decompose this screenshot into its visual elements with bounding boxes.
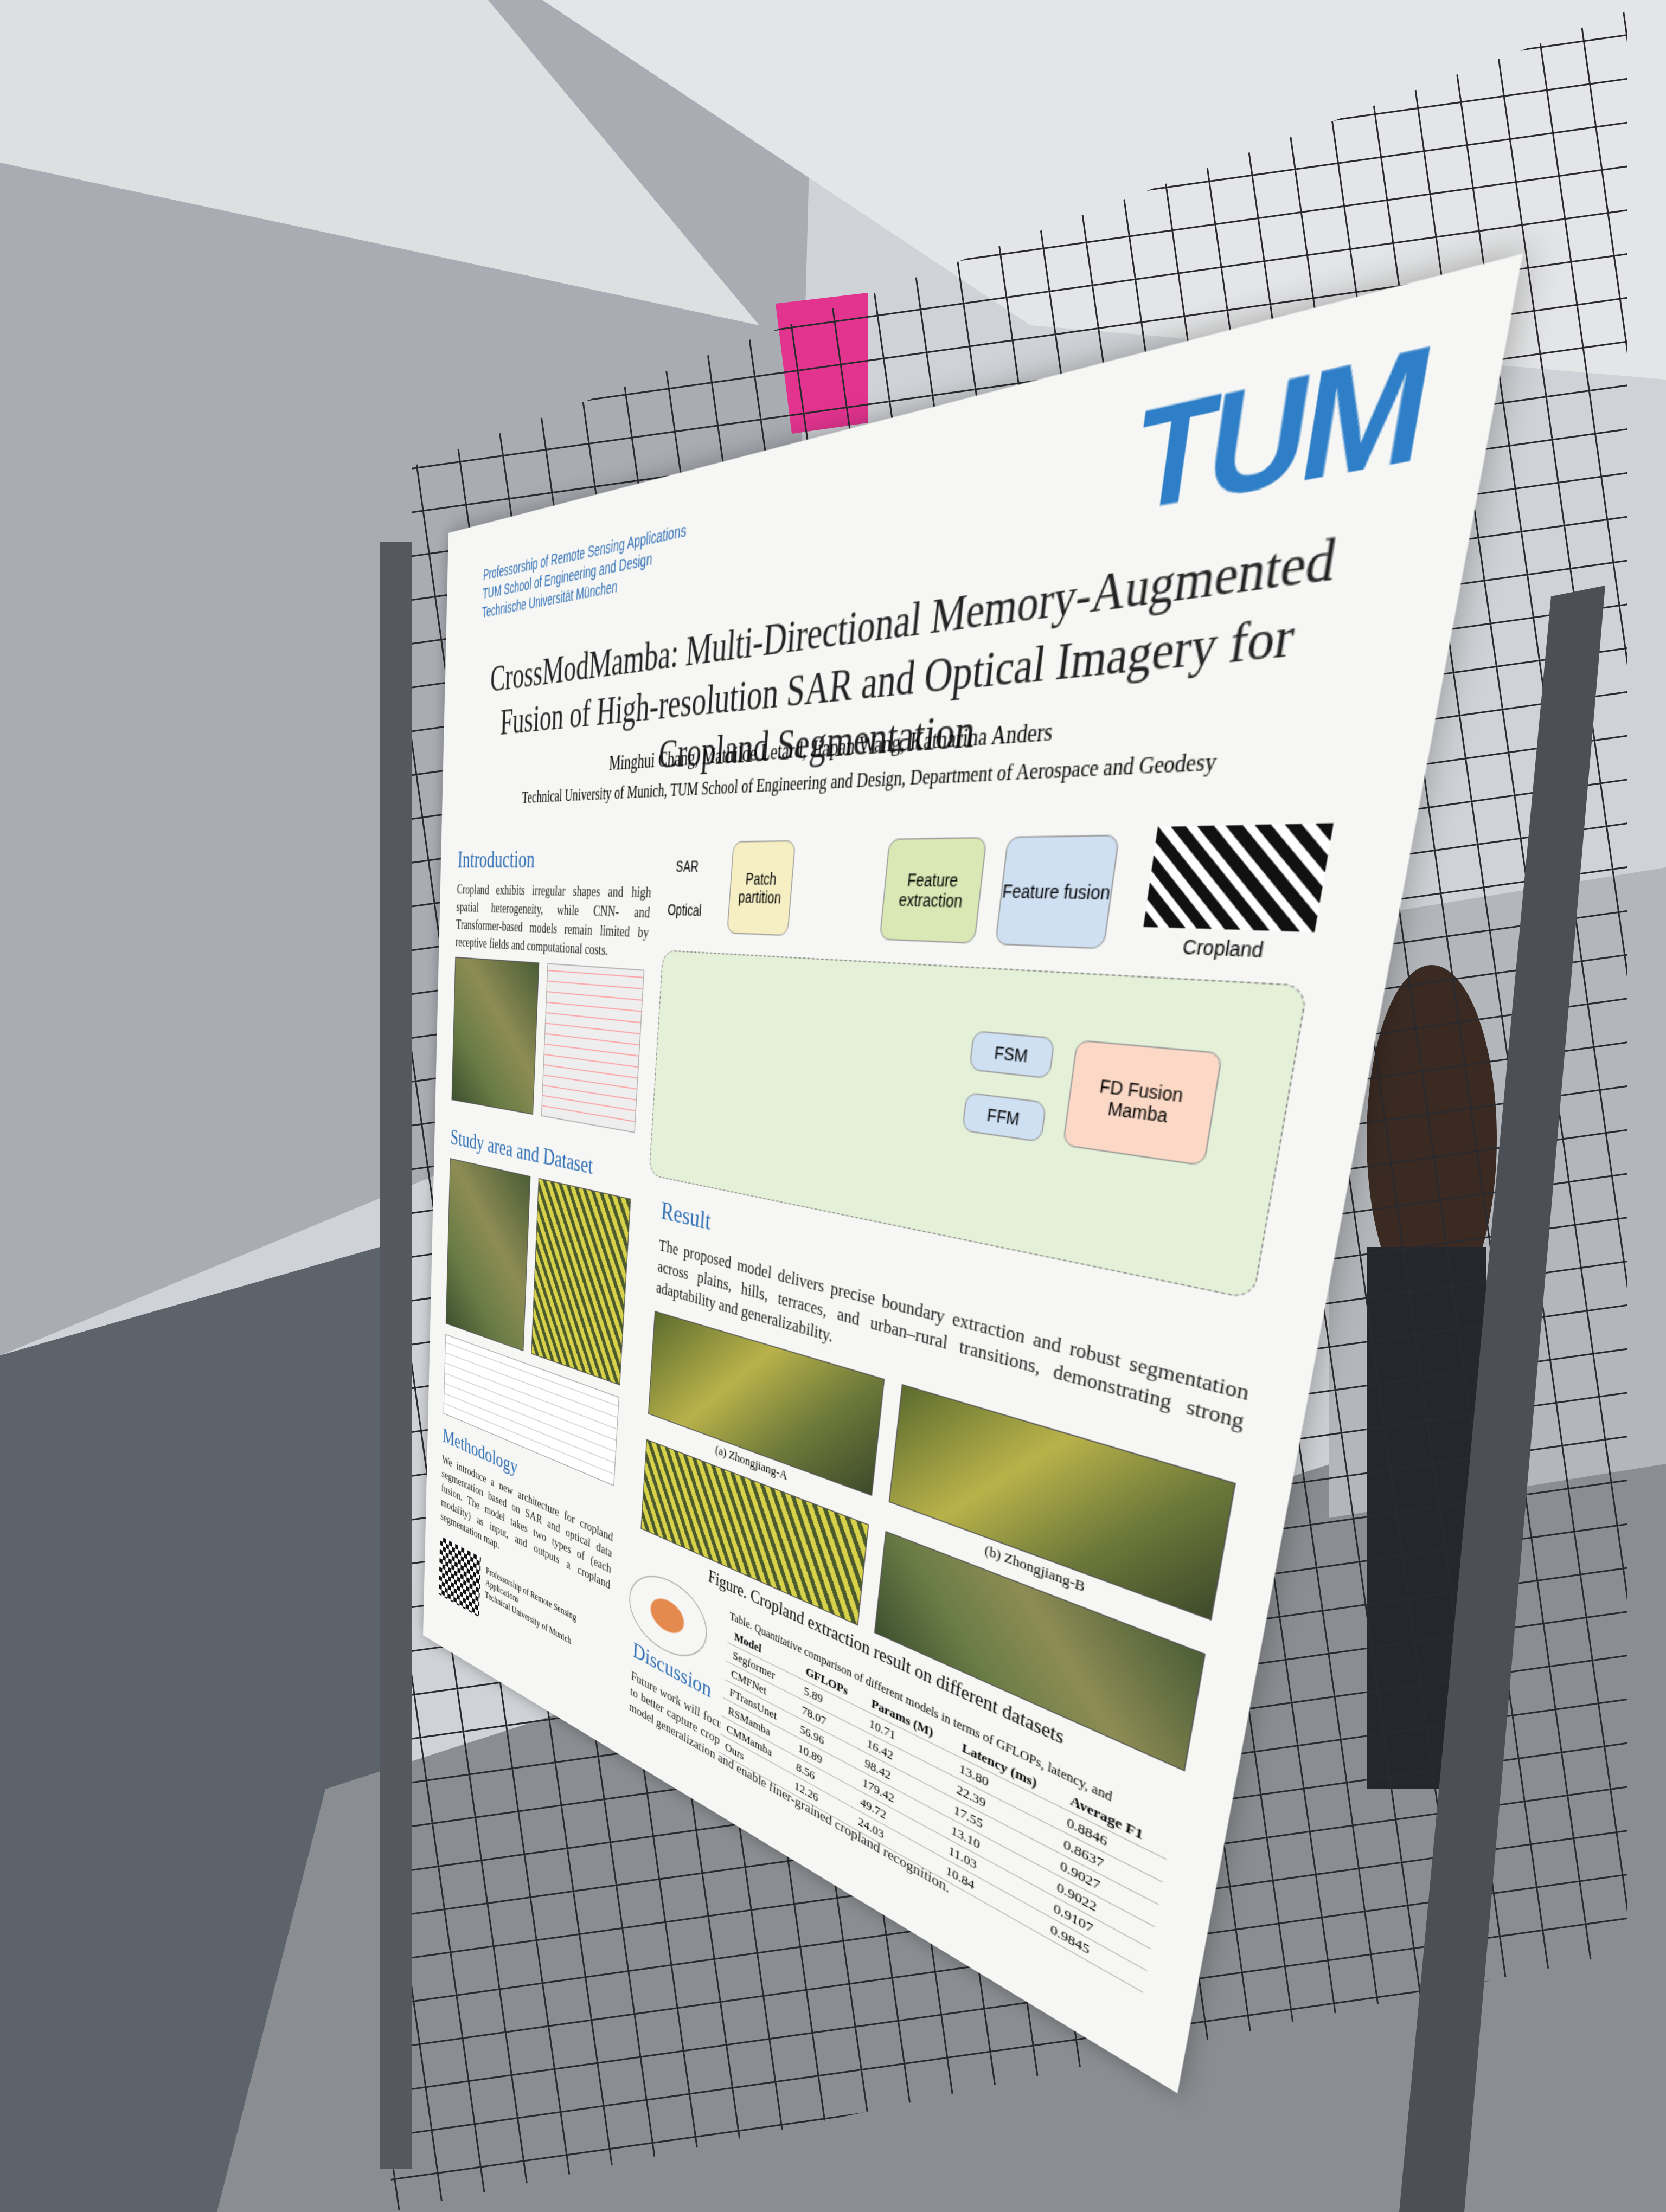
dataset-image (531, 1178, 631, 1386)
stand-pole-right (1399, 586, 1605, 2212)
label: Optical (667, 901, 702, 919)
patch-partition: Patch partition (726, 840, 796, 936)
label: SAR (675, 857, 700, 876)
section-text: Cropland exhibits irregular shapes and h… (455, 882, 652, 960)
feature-extraction: Feature extraction (879, 837, 988, 944)
stand-pole (380, 542, 412, 2169)
receptive-field-figure (541, 963, 645, 1133)
cropland-map (1143, 823, 1334, 933)
fd-fusion-mamba: FD Fusion Mamba (1062, 1039, 1223, 1167)
section-heading: Introduction (457, 844, 536, 873)
section-heading: Result (660, 1195, 712, 1236)
qr-code (438, 1536, 481, 1617)
label: Cropland (1181, 935, 1266, 962)
logo: TUM (1126, 313, 1440, 543)
feature-fusion: Feature fusion (995, 834, 1120, 949)
institute: Professorship of Remote Sensing Applicat… (482, 501, 767, 622)
image (451, 956, 540, 1115)
ceiling (0, 0, 759, 325)
map-image (445, 1158, 531, 1352)
